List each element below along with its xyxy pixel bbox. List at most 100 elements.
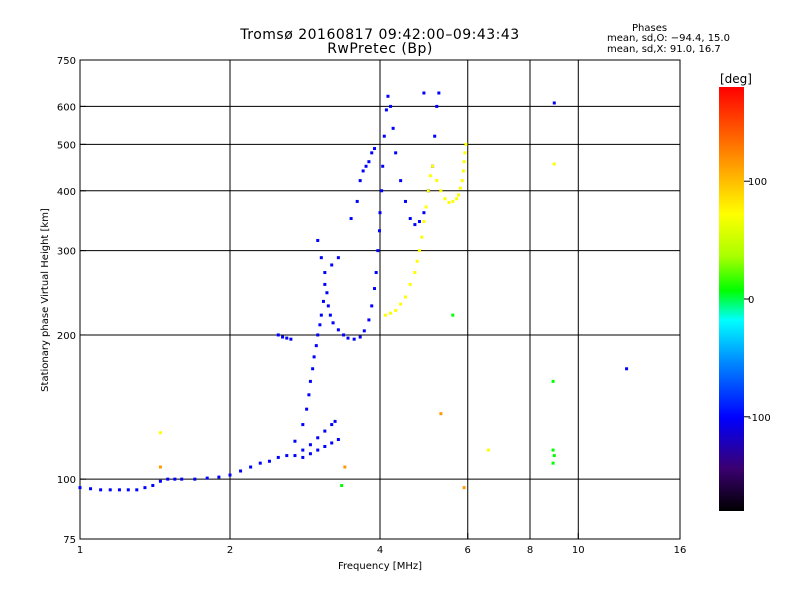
data-point [346,336,350,340]
data-point [173,477,177,481]
y-tick-label: 600 [57,102,76,113]
data-point [374,271,378,275]
data-point [193,477,197,481]
x-tick-label: 2 [227,545,233,556]
data-point [331,321,335,325]
data-point [431,164,435,168]
data-point [311,367,315,371]
data-point [439,189,443,193]
x-tick-label: 16 [674,545,687,556]
data-point [551,379,555,383]
data-point [319,313,323,317]
data-point [336,256,340,260]
data-point [217,475,221,479]
data-point [325,291,329,295]
data-point [367,160,371,164]
data-point [457,193,461,197]
data-point [326,304,330,308]
data-point [355,199,359,203]
data-point [258,461,262,465]
data-point [417,249,421,253]
data-point [399,302,403,306]
data-point [384,108,388,112]
data-point [437,91,441,95]
colorbar [719,87,744,511]
data-point [394,308,398,312]
data-point [336,438,340,442]
y-tick-label: 75 [63,535,76,546]
phases-title: Phases [632,23,668,34]
data-point [435,179,439,183]
data-point [370,151,374,155]
data-point [362,329,366,333]
data-point [551,448,555,452]
data-point [460,179,464,183]
data-point [340,483,344,487]
data-point [289,337,293,341]
colorbar-ticks: 100 0 -100 [744,177,771,424]
data-point [352,337,356,341]
data-point [451,199,455,203]
colorbar-label: [deg] [720,72,752,86]
data-point [408,282,412,286]
chart-subtitle: RwPretec (Bp) [327,41,433,57]
data-point [461,169,465,173]
data-point [426,189,430,193]
data-point [439,412,443,416]
data-point [361,169,365,173]
x-tick-label: 1 [77,545,83,556]
data-point [552,454,556,458]
data-point [343,465,347,469]
phase-stats-o: mean, sd,O: −94.4, 15.0 [607,33,730,44]
colorbar-tick-label: -100 [748,413,771,424]
data-point [428,174,432,178]
data-point [293,439,297,443]
data-point [382,134,386,138]
data-point [316,436,320,440]
data-point [99,488,103,492]
data-point [151,483,155,487]
data-point [389,104,393,108]
data-point [367,318,371,322]
y-tick-label: 100 [57,475,76,486]
y-tick-label: 750 [57,56,76,67]
data-point [403,295,407,299]
data-point [301,423,305,427]
y-tick-label: 200 [57,331,76,342]
data-point [464,142,468,146]
data-point [435,104,439,108]
data-point [323,282,327,286]
data-point [285,454,289,458]
data-point [462,486,466,490]
data-point [158,465,162,469]
y-tick-label: 400 [57,187,76,198]
y-tick-label: 500 [57,140,76,151]
data-point [276,333,280,337]
x-tick-label: 8 [527,545,533,556]
data-point [117,488,121,492]
data-point [166,477,170,481]
phase-stats-x: mean, sd,X: 91.0, 16.7 [607,44,721,55]
data-point [389,311,393,315]
data-point [308,379,312,383]
data-point [308,443,312,447]
data-point [447,201,451,205]
data-point [301,455,305,459]
data-point [158,431,162,435]
data-point [451,313,455,317]
data-point [312,355,316,359]
data-point [158,479,162,483]
data-point [316,448,320,452]
data-point [336,328,340,332]
data-point [205,476,209,480]
data-point [364,164,368,168]
data-point [424,205,428,209]
data-point [415,259,419,263]
data-point [443,197,447,201]
x-tick-label: 4 [377,545,383,556]
data-point [413,271,417,275]
chart-title: Tromsø 20160817 09:42:00–09:43:43 [240,27,520,43]
data-point [349,217,353,221]
data-point [403,199,407,203]
data-point [293,454,297,458]
